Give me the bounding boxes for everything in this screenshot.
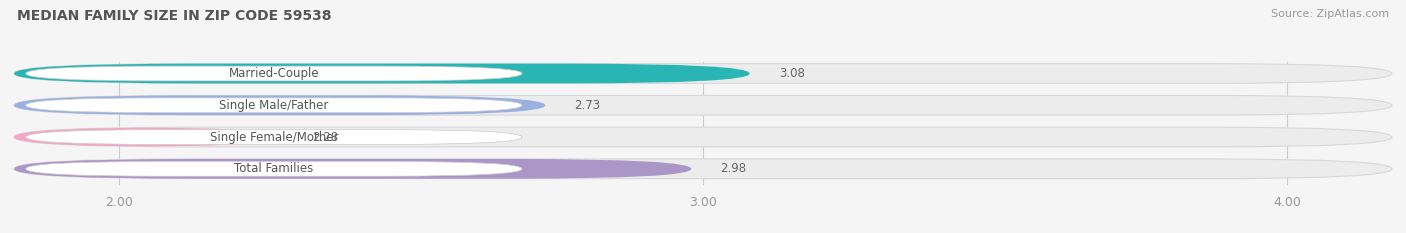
FancyBboxPatch shape xyxy=(14,64,1392,83)
Text: 2.28: 2.28 xyxy=(312,130,337,144)
Text: Source: ZipAtlas.com: Source: ZipAtlas.com xyxy=(1271,9,1389,19)
Text: 2.98: 2.98 xyxy=(720,162,747,175)
Text: Married-Couple: Married-Couple xyxy=(229,67,319,80)
FancyBboxPatch shape xyxy=(14,96,546,115)
FancyBboxPatch shape xyxy=(14,127,1392,147)
Text: Single Male/Father: Single Male/Father xyxy=(219,99,329,112)
FancyBboxPatch shape xyxy=(25,161,522,176)
FancyBboxPatch shape xyxy=(25,130,522,144)
Text: Total Families: Total Families xyxy=(235,162,314,175)
FancyBboxPatch shape xyxy=(14,127,283,147)
FancyBboxPatch shape xyxy=(14,64,749,83)
Text: MEDIAN FAMILY SIZE IN ZIP CODE 59538: MEDIAN FAMILY SIZE IN ZIP CODE 59538 xyxy=(17,9,332,23)
Text: Single Female/Mother: Single Female/Mother xyxy=(209,130,337,144)
FancyBboxPatch shape xyxy=(25,98,522,113)
FancyBboxPatch shape xyxy=(14,159,692,179)
FancyBboxPatch shape xyxy=(14,96,1392,115)
Text: 3.08: 3.08 xyxy=(779,67,804,80)
FancyBboxPatch shape xyxy=(14,159,1392,179)
Text: 2.73: 2.73 xyxy=(575,99,600,112)
FancyBboxPatch shape xyxy=(25,66,522,81)
